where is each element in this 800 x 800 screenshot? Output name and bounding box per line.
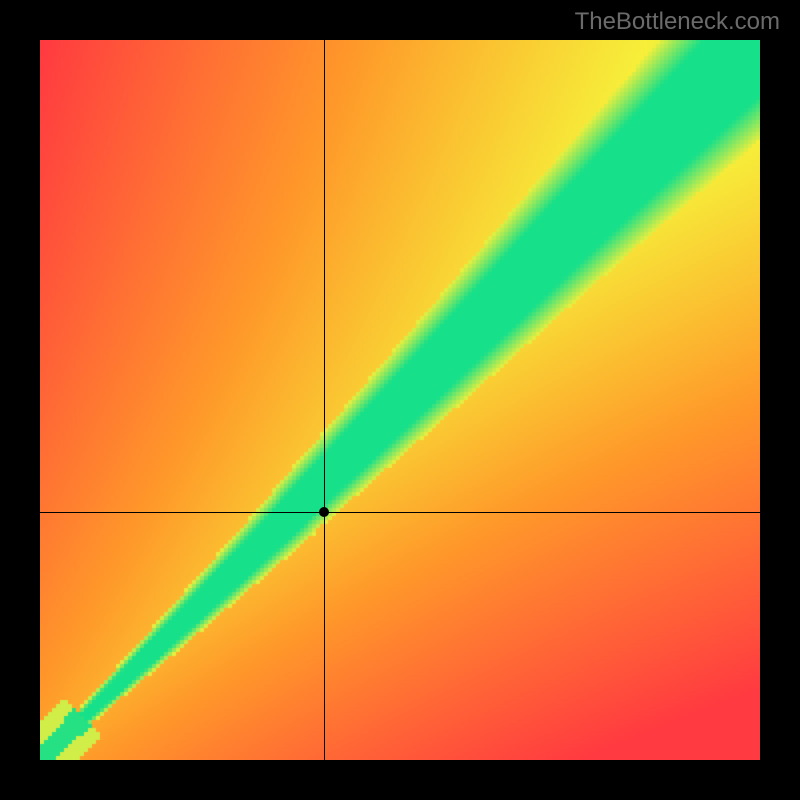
watermark-text: TheBottleneck.com (575, 8, 780, 36)
heatmap-canvas (40, 40, 760, 760)
crosshair-horizontal (40, 512, 760, 513)
crosshair-vertical (324, 40, 325, 760)
plot-area (40, 40, 760, 760)
chart-container: TheBottleneck.com (0, 0, 800, 800)
crosshair-marker (319, 507, 329, 517)
